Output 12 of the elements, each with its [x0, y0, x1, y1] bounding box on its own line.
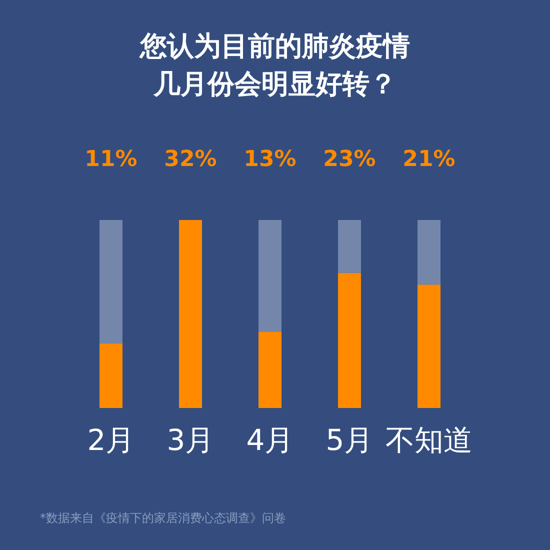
x-tick-label: 4月 [246, 423, 294, 457]
data-label: 11% [84, 147, 138, 172]
x-tick-label: 5月 [326, 423, 374, 457]
data-label: 21% [402, 147, 456, 172]
x-tick-label: 3月 [166, 423, 214, 457]
data-label: 32% [164, 147, 217, 172]
data-label: 23% [323, 147, 376, 172]
x-tick-label: 不知道 [386, 423, 472, 457]
x-tick-label: 2月 [87, 423, 135, 457]
chart-title: 您认为目前的肺炎疫情几月份会明显好转？ [139, 31, 410, 100]
data-label: 13% [244, 147, 296, 172]
text: *数据来自《疫情下的家居消费心态调查》问卷 [40, 511, 286, 525]
